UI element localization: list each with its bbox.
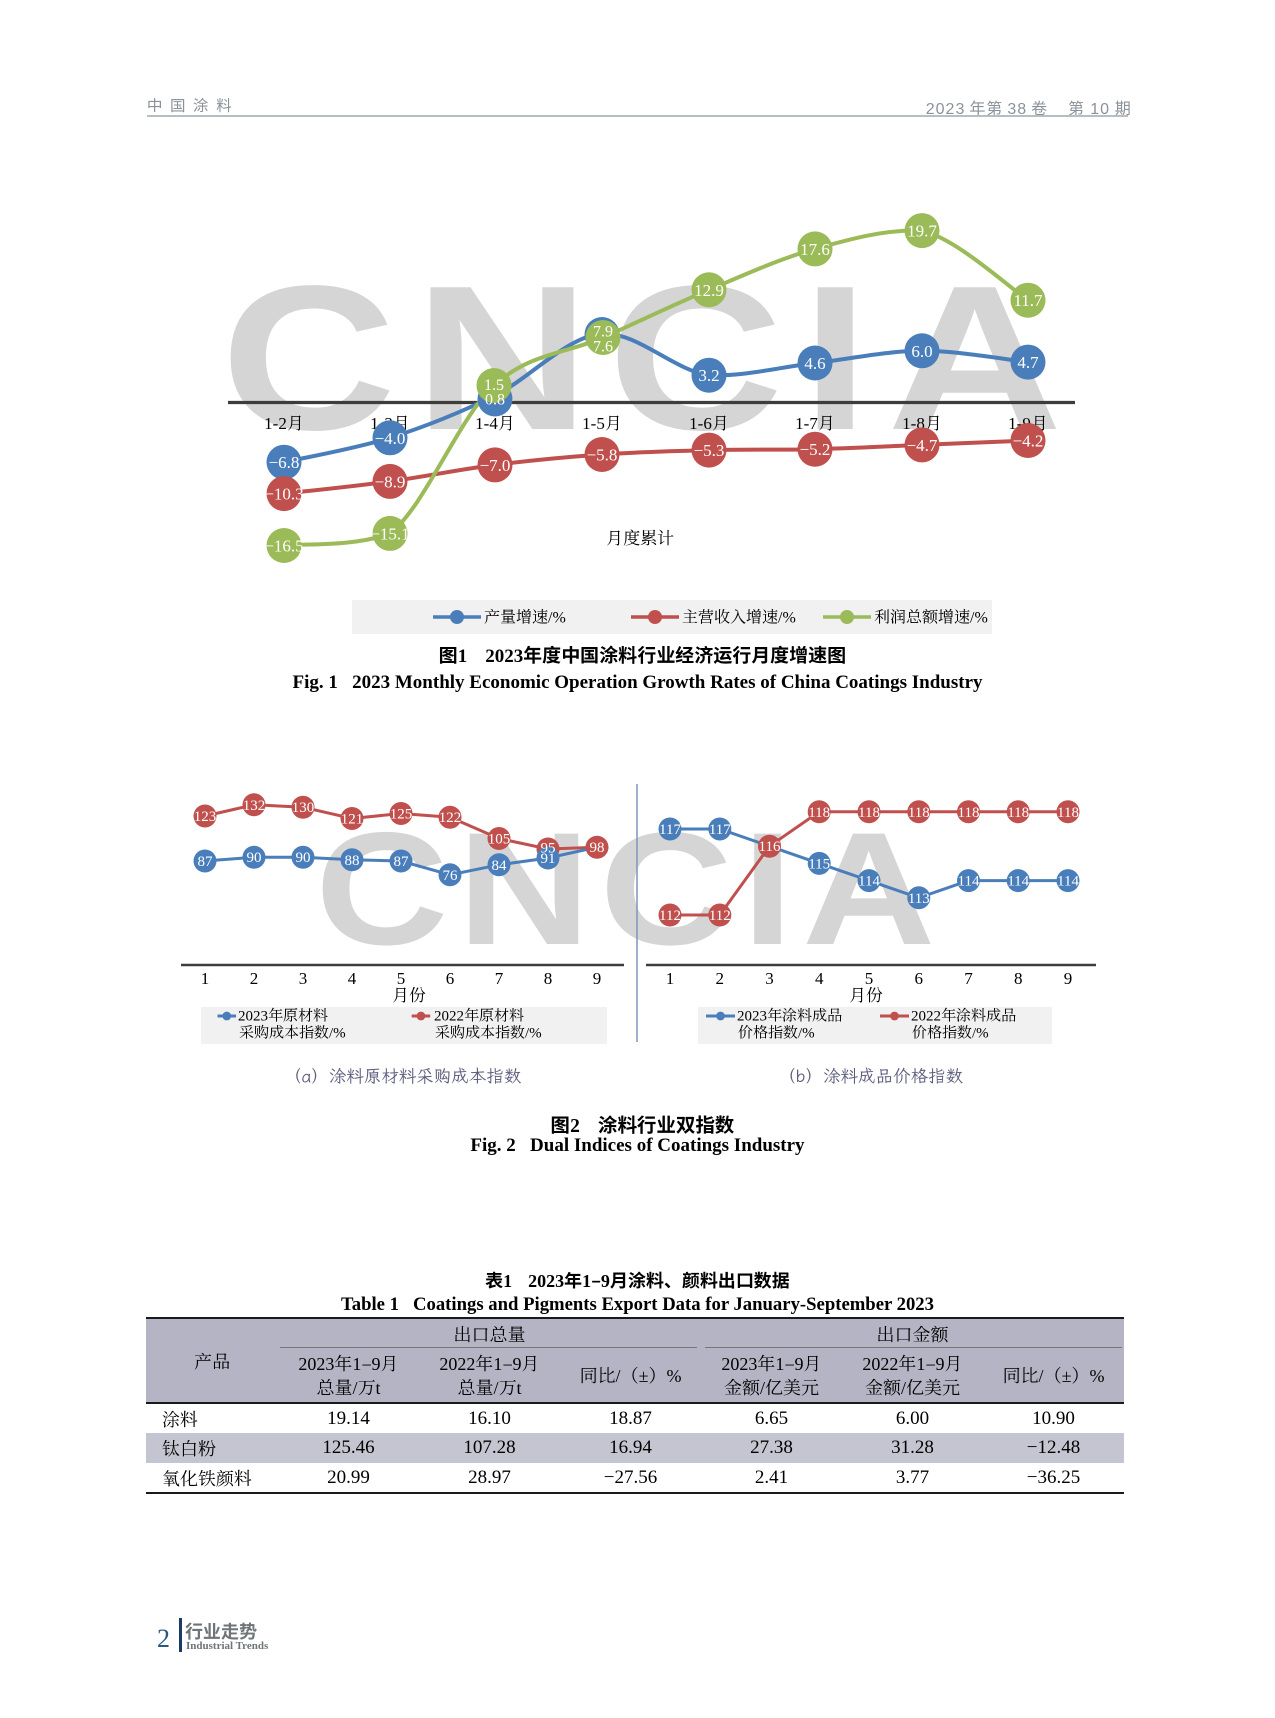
svg-text:132: 132: [243, 798, 266, 814]
svg-text:118: 118: [1057, 805, 1079, 821]
svg-text:114: 114: [1057, 874, 1079, 890]
svg-text:19.7: 19.7: [907, 222, 937, 241]
svg-text:2022年涂料成品: 2022年涂料成品: [911, 1007, 1016, 1025]
svg-text:采购成本指数/%: 采购成本指数/%: [239, 1025, 346, 1042]
svg-text:84: 84: [492, 858, 508, 874]
svg-text:−4.2: −4.2: [1013, 432, 1044, 451]
svg-text:90: 90: [247, 850, 262, 866]
svg-text:12.9: 12.9: [694, 281, 724, 300]
svg-text:价格指数/%: 价格指数/%: [912, 1025, 989, 1042]
svg-text:87: 87: [394, 854, 410, 870]
svg-text:1-5月: 1-5月: [582, 414, 622, 433]
svg-text:87: 87: [198, 854, 214, 870]
svg-text:117: 117: [709, 822, 731, 838]
svg-text:4: 4: [815, 969, 824, 988]
svg-text:118: 118: [958, 805, 980, 821]
svg-text:118: 118: [908, 805, 930, 821]
svg-text:118: 118: [808, 805, 830, 821]
svg-text:117: 117: [659, 822, 681, 838]
svg-text:月度累计: 月度累计: [606, 528, 674, 548]
svg-text:90: 90: [296, 850, 311, 866]
svg-text:主营收入增速/%: 主营收入增速/%: [682, 609, 796, 627]
svg-text:11.7: 11.7: [1013, 291, 1043, 310]
svg-text:98: 98: [590, 840, 605, 856]
svg-text:1-2月: 1-2月: [264, 414, 304, 433]
svg-text:88: 88: [345, 853, 360, 869]
svg-text:113: 113: [908, 891, 930, 907]
svg-text:9: 9: [593, 969, 602, 988]
svg-text:6: 6: [446, 969, 455, 988]
svg-text:95: 95: [541, 841, 556, 857]
svg-text:4.7: 4.7: [1017, 353, 1039, 372]
svg-text:−10.3: −10.3: [264, 485, 303, 504]
svg-text:112: 112: [709, 908, 731, 924]
svg-text:7: 7: [964, 969, 973, 988]
svg-text:8: 8: [1014, 969, 1023, 988]
svg-text:116: 116: [759, 839, 781, 855]
svg-text:1-7月: 1-7月: [795, 414, 835, 433]
svg-text:115: 115: [808, 856, 830, 872]
svg-text:采购成本指数/%: 采购成本指数/%: [435, 1025, 542, 1042]
svg-text:利润总额增速/%: 利润总额增速/%: [874, 609, 988, 627]
svg-text:121: 121: [341, 812, 364, 828]
svg-text:产量增速/%: 产量增速/%: [484, 608, 566, 627]
svg-text:9: 9: [1064, 969, 1073, 988]
svg-text:122: 122: [439, 810, 462, 826]
svg-text:−4.0: −4.0: [375, 429, 406, 448]
svg-text:105: 105: [488, 832, 511, 848]
svg-text:4.6: 4.6: [804, 354, 825, 373]
svg-text:6: 6: [915, 969, 924, 988]
svg-text:123: 123: [194, 809, 217, 825]
svg-text:1.5: 1.5: [484, 377, 504, 394]
svg-text:月份: 月份: [392, 986, 426, 1005]
svg-text:−16.5: −16.5: [264, 537, 303, 556]
svg-text:2023年涂料成品: 2023年涂料成品: [737, 1007, 842, 1025]
svg-text:7.9: 7.9: [593, 324, 613, 341]
svg-text:76: 76: [443, 868, 459, 884]
svg-text:91: 91: [541, 851, 556, 867]
svg-text:−5.8: −5.8: [587, 446, 618, 465]
svg-text:118: 118: [858, 805, 880, 821]
svg-text:5: 5: [865, 969, 874, 988]
svg-text:125: 125: [390, 807, 413, 823]
svg-text:−7.0: −7.0: [480, 456, 511, 475]
svg-text:−8.9: −8.9: [375, 472, 406, 491]
svg-text:2022年原材料: 2022年原材料: [434, 1007, 524, 1025]
svg-text:−4.7: −4.7: [907, 436, 938, 455]
svg-text:2023年原材料: 2023年原材料: [238, 1007, 328, 1025]
svg-text:−5.3: −5.3: [694, 441, 725, 460]
svg-text:3: 3: [299, 969, 308, 988]
svg-text:3.2: 3.2: [698, 366, 719, 385]
svg-text:1-8月: 1-8月: [902, 414, 942, 433]
svg-text:112: 112: [659, 908, 681, 924]
svg-text:2: 2: [250, 969, 259, 988]
svg-text:114: 114: [1007, 874, 1029, 890]
svg-text:5: 5: [397, 969, 406, 988]
svg-text:3: 3: [765, 969, 774, 988]
svg-text:价格指数/%: 价格指数/%: [738, 1025, 815, 1042]
svg-text:−5.2: −5.2: [800, 440, 831, 459]
svg-text:6.0: 6.0: [911, 342, 932, 361]
svg-text:2: 2: [716, 969, 725, 988]
svg-text:−15.1: −15.1: [370, 524, 409, 543]
svg-text:1-6月: 1-6月: [689, 414, 729, 433]
svg-text:114: 114: [958, 874, 980, 890]
svg-text:17.6: 17.6: [800, 240, 830, 259]
svg-text:114: 114: [858, 874, 880, 890]
svg-text:8: 8: [544, 969, 553, 988]
svg-text:月份: 月份: [849, 986, 883, 1005]
svg-text:CNCIA: CNCIA: [315, 798, 944, 978]
svg-text:4: 4: [348, 969, 357, 988]
svg-text:−6.8: −6.8: [269, 453, 300, 472]
svg-text:7: 7: [495, 969, 504, 988]
svg-text:1: 1: [201, 969, 210, 988]
svg-text:1-4月: 1-4月: [475, 414, 515, 433]
svg-text:7.6: 7.6: [593, 339, 613, 356]
svg-text:118: 118: [1007, 805, 1029, 821]
svg-text:CNCIA: CNCIA: [221, 242, 1081, 472]
svg-text:0.8: 0.8: [485, 392, 505, 409]
svg-text:1: 1: [666, 969, 675, 988]
svg-text:130: 130: [292, 800, 315, 816]
